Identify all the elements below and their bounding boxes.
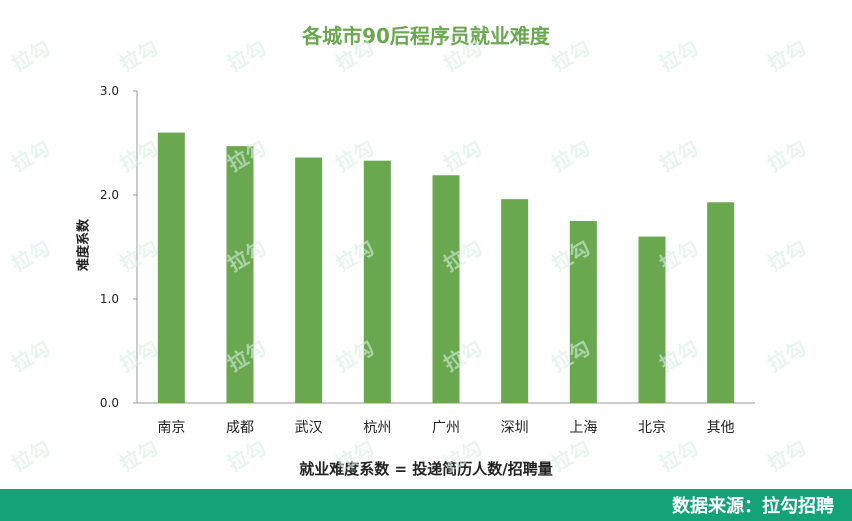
- bar: [501, 199, 529, 403]
- y-tick-label: 0.0: [100, 396, 119, 410]
- bar: [707, 202, 735, 403]
- y-tick-label: 3.0: [100, 84, 119, 98]
- x-tick-label: 北京: [638, 420, 666, 436]
- y-tick-label: 2.0: [100, 188, 119, 202]
- x-tick-label: 成都: [226, 420, 254, 436]
- x-tick-label: 上海: [569, 420, 597, 436]
- footer-bar: 数据来源：拉勾招聘: [0, 489, 852, 521]
- y-tick-label: 1.0: [100, 292, 119, 306]
- bar: [226, 146, 254, 403]
- bar: [432, 175, 460, 403]
- bar: [363, 160, 391, 403]
- source-text: 数据来源：拉勾招聘: [672, 496, 834, 517]
- x-tick-label: 广州: [432, 420, 460, 436]
- bar: [157, 132, 185, 403]
- x-tick-label: 深圳: [501, 420, 529, 436]
- bar: [295, 157, 323, 403]
- x-axis-label: 就业难度系数 = 投递简历人数/招聘量: [299, 460, 553, 478]
- bar: [638, 236, 666, 403]
- x-tick-label: 杭州: [363, 420, 391, 436]
- x-tick-label: 武汉: [295, 420, 323, 436]
- x-tick-label: 南京: [157, 420, 185, 436]
- x-tick-label: 其他: [707, 420, 735, 436]
- bar: [569, 221, 597, 403]
- chart-title: 各城市90后程序员就业难度: [302, 24, 550, 48]
